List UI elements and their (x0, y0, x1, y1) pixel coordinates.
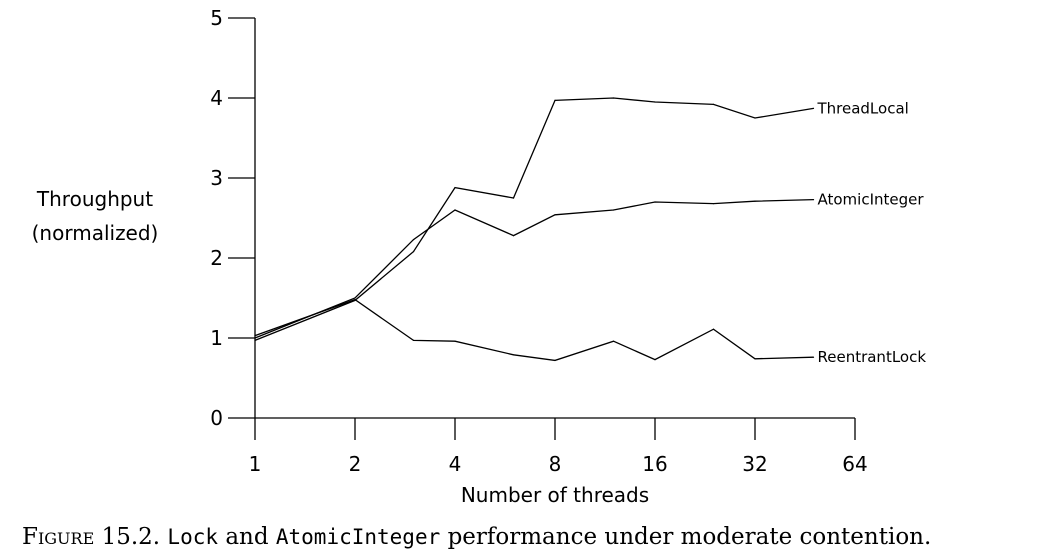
x-tick-label: 4 (449, 452, 462, 476)
y-tick-label: 4 (210, 86, 223, 110)
figure-caption: Figure 15.2. Lock and AtomicInteger perf… (22, 524, 931, 550)
data-point-reentrantlock (254, 335, 256, 337)
data-point-atomicinteger (412, 239, 415, 241)
caption-lock-code: Lock (167, 525, 218, 549)
x-axis-title: Number of threads (461, 483, 649, 507)
data-point-threadlocal (812, 107, 815, 109)
data-point-atomicinteger (812, 199, 815, 201)
series-labels: ThreadLocal AtomicInteger ReentrantLock (816, 99, 926, 366)
y-axis-title-line2: (normalized) (32, 221, 159, 245)
series-lines (254, 97, 815, 362)
data-point-reentrantlock (812, 356, 815, 358)
data-point-threadlocal (254, 339, 256, 341)
x-tick-label: 8 (549, 452, 562, 476)
data-point-reentrantlock (354, 299, 356, 301)
data-point-reentrantlock (454, 340, 456, 342)
y-axis-title-line1: Throughput (36, 187, 153, 211)
data-point-atomicinteger (754, 200, 756, 202)
data-point-reentrantlock (754, 358, 756, 360)
x-tick-label: 64 (842, 452, 867, 476)
data-point-threadlocal (712, 103, 715, 105)
data-point-reentrantlock (654, 359, 656, 361)
caption-description: performance under moderate contention. (447, 524, 932, 550)
caption-atomicinteger-code: AtomicInteger (275, 525, 441, 549)
data-point-threadlocal (654, 101, 656, 103)
x-tick-label: 16 (642, 452, 667, 476)
y-tick-label: 3 (210, 166, 223, 190)
data-point-atomicinteger (654, 201, 656, 203)
data-point-atomicinteger (712, 203, 715, 205)
y-tick-label: 5 (210, 6, 223, 30)
data-point-threadlocal (754, 117, 756, 119)
data-point-reentrantlock (712, 328, 715, 330)
data-point-atomicinteger (454, 209, 456, 211)
series-line-reentrantlock (254, 298, 814, 362)
series-label-atomicinteger: AtomicInteger (817, 191, 924, 209)
series-line-atomicinteger (254, 198, 814, 339)
caption-and: and (225, 524, 269, 550)
data-point-threadlocal (454, 187, 456, 189)
data-point-atomicinteger (612, 209, 615, 211)
caption-figure-label: Figure 15.2. (22, 524, 161, 550)
data-point-threadlocal (512, 197, 515, 199)
x-tick-label: 32 (742, 452, 767, 476)
data-point-atomicinteger (354, 297, 356, 299)
x-tick-label: 2 (349, 452, 362, 476)
data-point-threadlocal (412, 251, 415, 253)
y-tick-label: 2 (210, 246, 223, 270)
line-chart: 0 1 2 3 4 5 1 2 4 8 16 32 64 ThreadLocal AtomicInteg… (32, 6, 927, 507)
data-point-reentrantlock (512, 354, 515, 356)
series-label-reentrantlock: ReentrantLock (817, 348, 926, 366)
series-label-threadlocal: ThreadLocal (816, 99, 908, 117)
x-axis-ticks: 1 2 4 8 16 32 64 (249, 418, 868, 476)
data-point-threadlocal (554, 99, 556, 101)
data-point-reentrantlock (554, 359, 556, 361)
data-point-threadlocal (612, 97, 615, 99)
data-point-atomicinteger (554, 214, 556, 216)
data-point-atomicinteger (512, 235, 515, 237)
y-axis-ticks: 0 1 2 3 4 5 (210, 6, 255, 430)
x-tick-label: 1 (249, 452, 262, 476)
y-tick-label: 1 (210, 326, 223, 350)
data-point-reentrantlock (612, 340, 615, 342)
y-tick-label: 0 (210, 406, 223, 430)
data-point-atomicinteger (254, 337, 256, 339)
data-point-reentrantlock (412, 339, 415, 341)
